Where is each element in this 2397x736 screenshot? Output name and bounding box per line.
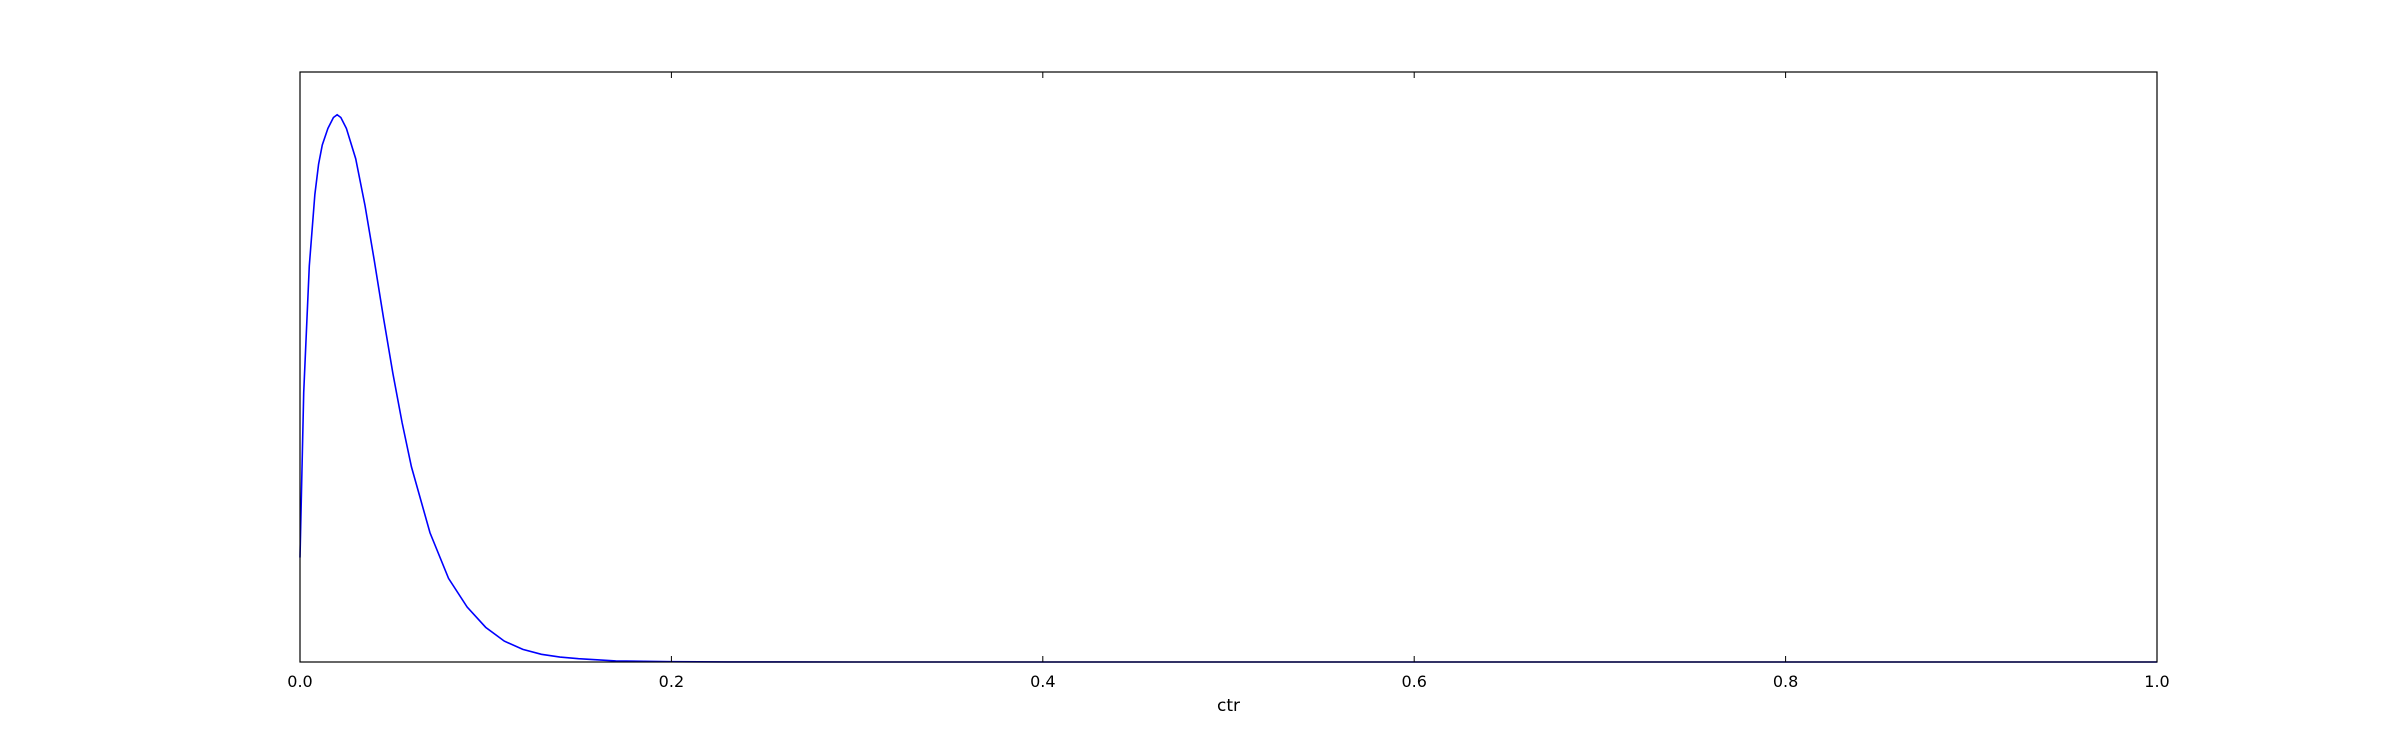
x-tick-label: 0.2	[659, 672, 684, 691]
x-axis-label: ctr	[1217, 696, 1240, 716]
axes-frame	[299, 71, 2158, 663]
x-tick-label: 0.4	[1030, 672, 1055, 691]
x-tick-label: 0.6	[1401, 672, 1426, 691]
x-tick-label: 0.8	[1773, 672, 1798, 691]
x-tick-label: 1.0	[2144, 672, 2169, 691]
x-tick-label: 0.0	[287, 672, 312, 691]
x-axis-ticks: 0.0 0.2 0.4 0.6 0.8 1.0	[287, 72, 2170, 691]
